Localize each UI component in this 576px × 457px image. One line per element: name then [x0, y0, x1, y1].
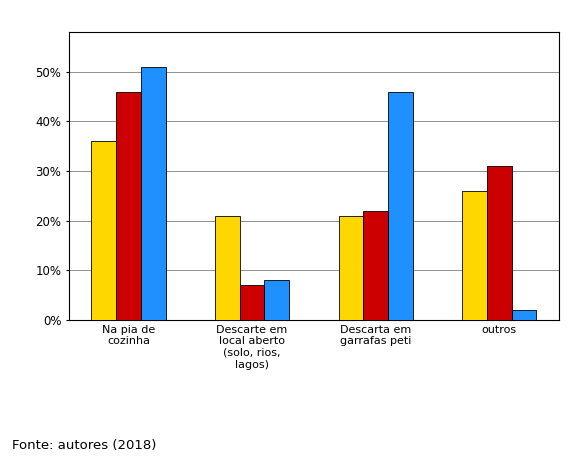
Bar: [339, 216, 363, 320]
Bar: [116, 91, 141, 320]
Bar: [388, 91, 413, 320]
Bar: [92, 141, 116, 320]
Bar: [463, 191, 487, 320]
Bar: [487, 166, 511, 320]
Bar: [215, 216, 240, 320]
Bar: [264, 280, 289, 320]
Bar: [363, 211, 388, 320]
Bar: [511, 310, 536, 320]
Bar: [141, 67, 165, 320]
Bar: [240, 285, 264, 320]
Text: Fonte: autores (2018): Fonte: autores (2018): [12, 440, 156, 452]
